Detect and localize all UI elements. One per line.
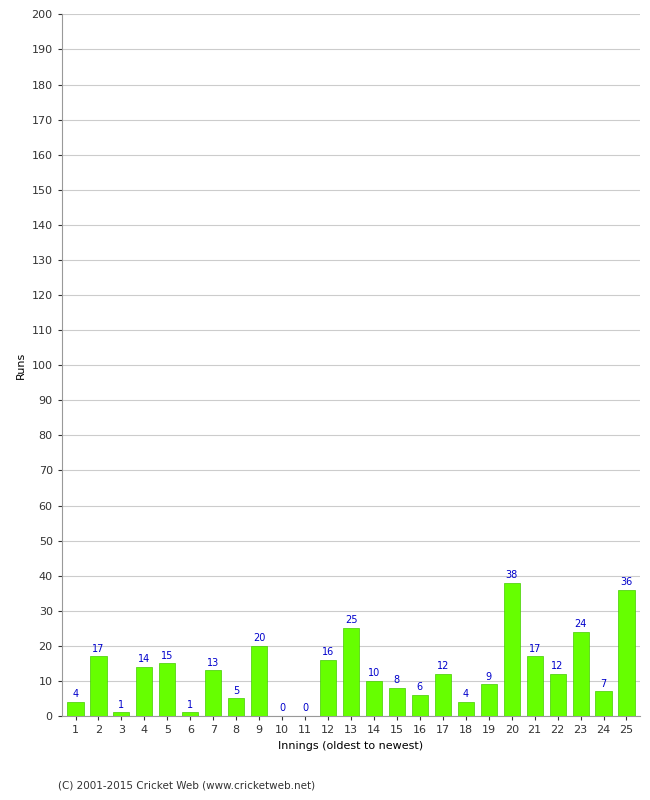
Bar xyxy=(595,691,612,716)
Text: 10: 10 xyxy=(368,668,380,678)
Bar xyxy=(366,681,382,716)
Bar xyxy=(136,667,153,716)
Text: 13: 13 xyxy=(207,658,220,667)
Text: 1: 1 xyxy=(187,700,193,710)
Bar xyxy=(481,685,497,716)
Text: 25: 25 xyxy=(344,615,358,626)
Bar xyxy=(205,670,221,716)
Text: 15: 15 xyxy=(161,650,174,661)
Bar xyxy=(228,698,244,716)
Text: 20: 20 xyxy=(253,633,265,643)
Bar xyxy=(159,663,176,716)
Text: 36: 36 xyxy=(620,577,632,587)
Text: 6: 6 xyxy=(417,682,423,692)
Bar xyxy=(504,582,520,716)
Bar xyxy=(182,713,198,716)
Bar xyxy=(68,702,84,716)
Text: 24: 24 xyxy=(575,619,587,629)
Text: 0: 0 xyxy=(302,703,308,713)
Bar xyxy=(435,674,451,716)
Text: 12: 12 xyxy=(551,661,564,671)
Bar xyxy=(618,590,634,716)
Bar xyxy=(458,702,474,716)
Bar xyxy=(251,646,267,716)
Text: 12: 12 xyxy=(437,661,449,671)
Bar xyxy=(549,674,566,716)
Bar xyxy=(320,660,336,716)
Text: 17: 17 xyxy=(92,643,105,654)
Text: 4: 4 xyxy=(72,689,79,699)
Text: 1: 1 xyxy=(118,700,125,710)
Text: 14: 14 xyxy=(138,654,151,664)
Bar xyxy=(90,656,107,716)
Text: 9: 9 xyxy=(486,672,492,682)
Bar xyxy=(343,628,359,716)
Text: 38: 38 xyxy=(506,570,518,580)
Text: (C) 2001-2015 Cricket Web (www.cricketweb.net): (C) 2001-2015 Cricket Web (www.cricketwe… xyxy=(58,781,316,790)
Bar xyxy=(526,656,543,716)
X-axis label: Innings (oldest to newest): Innings (oldest to newest) xyxy=(278,741,424,750)
Bar xyxy=(389,688,405,716)
Bar xyxy=(412,695,428,716)
Bar xyxy=(573,632,589,716)
Text: 0: 0 xyxy=(279,703,285,713)
Text: 4: 4 xyxy=(463,689,469,699)
Text: 17: 17 xyxy=(528,643,541,654)
Y-axis label: Runs: Runs xyxy=(16,351,26,379)
Text: 5: 5 xyxy=(233,686,239,696)
Text: 16: 16 xyxy=(322,647,334,657)
Text: 7: 7 xyxy=(601,678,606,689)
Bar xyxy=(113,713,129,716)
Text: 8: 8 xyxy=(394,675,400,685)
